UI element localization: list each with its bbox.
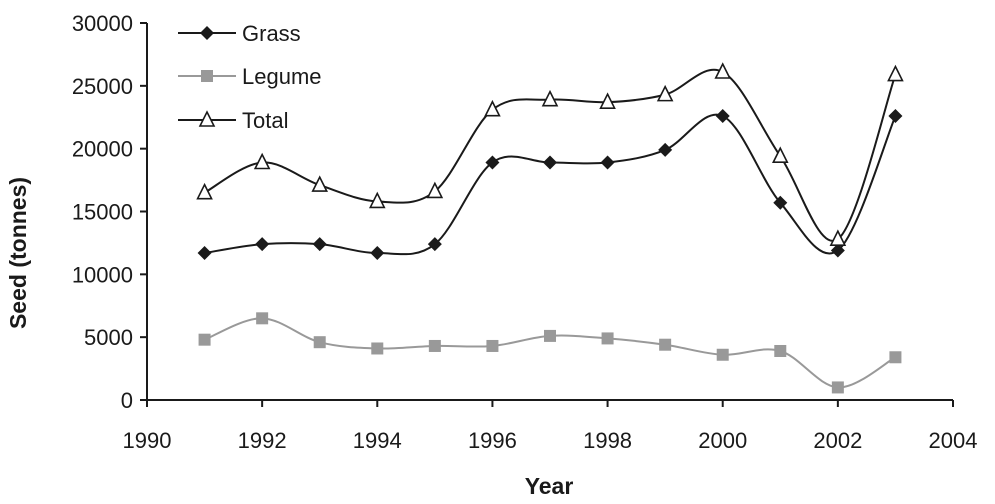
- total-point: [887, 64, 904, 82]
- x-tick-label: 1994: [353, 428, 402, 453]
- legume-point: [889, 351, 902, 364]
- x-tick-label: 1996: [468, 428, 517, 453]
- y-tick-label: 0: [121, 388, 133, 413]
- axes: 0 5000 10000 15000 20000 25000 30000 1990 1992 19…: [72, 11, 978, 453]
- series-markers: [196, 62, 904, 394]
- x-axis-title: Year: [525, 473, 574, 499]
- grass-point: [427, 237, 442, 252]
- total-point: [599, 92, 616, 109]
- legume-point: [256, 312, 269, 325]
- total-point: [196, 182, 213, 200]
- y-axis-title: Seed (tonnes): [5, 177, 31, 329]
- grass-point: [543, 155, 557, 170]
- total-point: [714, 62, 732, 79]
- legume-point: [428, 339, 441, 352]
- total-point: [771, 146, 789, 164]
- legume-point: [371, 342, 384, 355]
- legend: Grass Legume Total: [178, 21, 322, 133]
- legume-point: [198, 333, 211, 346]
- y-tick-label: 30000: [72, 11, 133, 36]
- legend-grass-marker: [200, 26, 214, 40]
- total-point: [426, 181, 444, 199]
- y-tick-label: 5000: [84, 325, 133, 350]
- legume-point: [659, 338, 672, 351]
- total-point: [311, 175, 329, 192]
- x-tick-label: 1992: [238, 428, 287, 453]
- total-point: [484, 99, 501, 117]
- grass-point: [255, 237, 270, 252]
- x-tick-label: 2004: [929, 428, 978, 453]
- y-tick-label: 20000: [72, 137, 133, 162]
- legend-total-marker: [198, 110, 216, 127]
- legume-point: [716, 348, 729, 361]
- grass-point: [485, 155, 500, 170]
- x-tick-label: 1990: [123, 428, 172, 453]
- grass-point: [830, 243, 845, 258]
- grass-point: [600, 155, 615, 170]
- legend-total-label: Total: [242, 108, 288, 133]
- grass-point: [658, 142, 673, 157]
- grass-point: [888, 108, 903, 123]
- total-point: [541, 89, 559, 107]
- legume-point: [831, 381, 844, 394]
- x-tick-label: 2002: [813, 428, 862, 453]
- legume-point: [313, 336, 326, 349]
- y-tick-label: 10000: [72, 262, 133, 287]
- total-point: [368, 191, 386, 209]
- grass-point: [312, 237, 327, 252]
- legume-point: [774, 344, 787, 357]
- legume-point: [544, 329, 556, 342]
- legume-line: [204, 317, 896, 389]
- grass-point: [370, 245, 385, 260]
- total-point: [656, 84, 674, 102]
- grass-point: [197, 245, 212, 260]
- total-point: [829, 229, 847, 246]
- grass-point: [773, 195, 788, 210]
- legend-legume-marker: [201, 70, 213, 82]
- grass-line: [204, 113, 897, 256]
- y-tick-label: 15000: [72, 200, 133, 225]
- legend-legume-label: Legume: [242, 64, 322, 89]
- y-tick-label: 25000: [72, 74, 133, 99]
- x-tick-label: 2000: [698, 428, 747, 453]
- legend-grass-label: Grass: [242, 21, 301, 46]
- grass-point: [715, 108, 730, 123]
- x-tick-label: 1998: [583, 428, 632, 453]
- legume-point: [601, 332, 614, 345]
- total-point: [253, 152, 271, 170]
- legume-point: [486, 339, 499, 352]
